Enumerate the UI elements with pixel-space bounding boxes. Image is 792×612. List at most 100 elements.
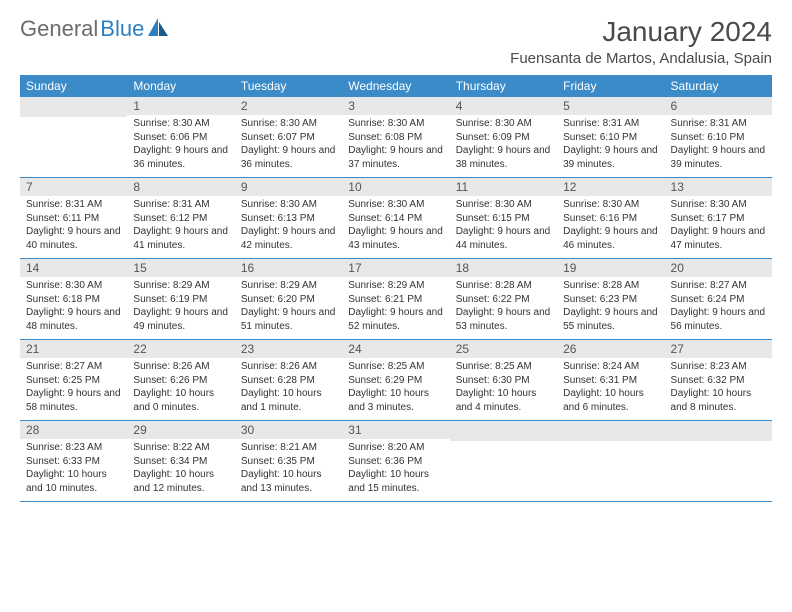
calendar-cell: 28Sunrise: 8:23 AMSunset: 6:33 PMDayligh… bbox=[20, 421, 127, 502]
calendar-cell: 18Sunrise: 8:28 AMSunset: 6:22 PMDayligh… bbox=[450, 259, 557, 340]
calendar-cell: 13Sunrise: 8:30 AMSunset: 6:17 PMDayligh… bbox=[665, 178, 772, 259]
day-content bbox=[20, 117, 127, 173]
calendar-cell: 14Sunrise: 8:30 AMSunset: 6:18 PMDayligh… bbox=[20, 259, 127, 340]
day-header: Monday bbox=[127, 75, 234, 97]
day-content: Sunrise: 8:30 AMSunset: 6:16 PMDaylight:… bbox=[557, 196, 664, 258]
day-number: 24 bbox=[342, 340, 449, 358]
day-content: Sunrise: 8:26 AMSunset: 6:26 PMDaylight:… bbox=[127, 358, 234, 420]
day-number: 31 bbox=[342, 421, 449, 439]
calendar-cell: 3Sunrise: 8:30 AMSunset: 6:08 PMDaylight… bbox=[342, 97, 449, 178]
calendar-cell: 11Sunrise: 8:30 AMSunset: 6:15 PMDayligh… bbox=[450, 178, 557, 259]
day-number: 3 bbox=[342, 97, 449, 115]
calendar-cell: 20Sunrise: 8:27 AMSunset: 6:24 PMDayligh… bbox=[665, 259, 772, 340]
day-number: 17 bbox=[342, 259, 449, 277]
day-number: 28 bbox=[20, 421, 127, 439]
day-number: 21 bbox=[20, 340, 127, 358]
day-number: 13 bbox=[665, 178, 772, 196]
calendar-week: 7Sunrise: 8:31 AMSunset: 6:11 PMDaylight… bbox=[20, 178, 772, 259]
calendar-cell: 7Sunrise: 8:31 AMSunset: 6:11 PMDaylight… bbox=[20, 178, 127, 259]
day-content: Sunrise: 8:30 AMSunset: 6:08 PMDaylight:… bbox=[342, 115, 449, 177]
calendar-cell: 17Sunrise: 8:29 AMSunset: 6:21 PMDayligh… bbox=[342, 259, 449, 340]
calendar-cell: 31Sunrise: 8:20 AMSunset: 6:36 PMDayligh… bbox=[342, 421, 449, 502]
day-number: 2 bbox=[235, 97, 342, 115]
day-content: Sunrise: 8:23 AMSunset: 6:32 PMDaylight:… bbox=[665, 358, 772, 420]
calendar-week: 14Sunrise: 8:30 AMSunset: 6:18 PMDayligh… bbox=[20, 259, 772, 340]
day-content: Sunrise: 8:28 AMSunset: 6:23 PMDaylight:… bbox=[557, 277, 664, 339]
day-number bbox=[665, 421, 772, 441]
calendar-cell: 30Sunrise: 8:21 AMSunset: 6:35 PMDayligh… bbox=[235, 421, 342, 502]
day-content: Sunrise: 8:30 AMSunset: 6:09 PMDaylight:… bbox=[450, 115, 557, 177]
calendar-cell: 29Sunrise: 8:22 AMSunset: 6:34 PMDayligh… bbox=[127, 421, 234, 502]
calendar-cell: 26Sunrise: 8:24 AMSunset: 6:31 PMDayligh… bbox=[557, 340, 664, 421]
day-content: Sunrise: 8:29 AMSunset: 6:20 PMDaylight:… bbox=[235, 277, 342, 339]
logo-sail-icon bbox=[148, 18, 170, 41]
day-number: 5 bbox=[557, 97, 664, 115]
calendar-cell: 5Sunrise: 8:31 AMSunset: 6:10 PMDaylight… bbox=[557, 97, 664, 178]
day-content: Sunrise: 8:29 AMSunset: 6:21 PMDaylight:… bbox=[342, 277, 449, 339]
day-content: Sunrise: 8:30 AMSunset: 6:14 PMDaylight:… bbox=[342, 196, 449, 258]
day-number: 22 bbox=[127, 340, 234, 358]
day-number: 20 bbox=[665, 259, 772, 277]
calendar-week: 28Sunrise: 8:23 AMSunset: 6:33 PMDayligh… bbox=[20, 421, 772, 502]
calendar-cell: 27Sunrise: 8:23 AMSunset: 6:32 PMDayligh… bbox=[665, 340, 772, 421]
day-content: Sunrise: 8:31 AMSunset: 6:10 PMDaylight:… bbox=[665, 115, 772, 177]
day-number: 18 bbox=[450, 259, 557, 277]
day-content: Sunrise: 8:31 AMSunset: 6:12 PMDaylight:… bbox=[127, 196, 234, 258]
day-number: 9 bbox=[235, 178, 342, 196]
calendar-cell: 21Sunrise: 8:27 AMSunset: 6:25 PMDayligh… bbox=[20, 340, 127, 421]
day-number: 12 bbox=[557, 178, 664, 196]
calendar-cell: 6Sunrise: 8:31 AMSunset: 6:10 PMDaylight… bbox=[665, 97, 772, 178]
day-number bbox=[557, 421, 664, 441]
day-number: 7 bbox=[20, 178, 127, 196]
calendar-cell: 23Sunrise: 8:26 AMSunset: 6:28 PMDayligh… bbox=[235, 340, 342, 421]
logo: GeneralBlue bbox=[20, 16, 170, 42]
day-number: 10 bbox=[342, 178, 449, 196]
day-header: Wednesday bbox=[342, 75, 449, 97]
day-content: Sunrise: 8:30 AMSunset: 6:17 PMDaylight:… bbox=[665, 196, 772, 258]
calendar-cell: 24Sunrise: 8:25 AMSunset: 6:29 PMDayligh… bbox=[342, 340, 449, 421]
calendar-head: SundayMondayTuesdayWednesdayThursdayFrid… bbox=[20, 75, 772, 97]
calendar-cell: 15Sunrise: 8:29 AMSunset: 6:19 PMDayligh… bbox=[127, 259, 234, 340]
day-content: Sunrise: 8:30 AMSunset: 6:07 PMDaylight:… bbox=[235, 115, 342, 177]
day-content: Sunrise: 8:30 AMSunset: 6:13 PMDaylight:… bbox=[235, 196, 342, 258]
day-content bbox=[450, 441, 557, 497]
calendar-cell: 8Sunrise: 8:31 AMSunset: 6:12 PMDaylight… bbox=[127, 178, 234, 259]
day-content: Sunrise: 8:23 AMSunset: 6:33 PMDaylight:… bbox=[20, 439, 127, 501]
day-content bbox=[665, 441, 772, 497]
day-content: Sunrise: 8:25 AMSunset: 6:30 PMDaylight:… bbox=[450, 358, 557, 420]
calendar-cell: 19Sunrise: 8:28 AMSunset: 6:23 PMDayligh… bbox=[557, 259, 664, 340]
calendar-cell: 22Sunrise: 8:26 AMSunset: 6:26 PMDayligh… bbox=[127, 340, 234, 421]
day-header: Sunday bbox=[20, 75, 127, 97]
calendar-cell: 10Sunrise: 8:30 AMSunset: 6:14 PMDayligh… bbox=[342, 178, 449, 259]
day-number: 26 bbox=[557, 340, 664, 358]
day-content: Sunrise: 8:30 AMSunset: 6:18 PMDaylight:… bbox=[20, 277, 127, 339]
calendar-cell bbox=[665, 421, 772, 502]
calendar-cell: 2Sunrise: 8:30 AMSunset: 6:07 PMDaylight… bbox=[235, 97, 342, 178]
month-title: January 2024 bbox=[510, 16, 772, 48]
day-content: Sunrise: 8:30 AMSunset: 6:15 PMDaylight:… bbox=[450, 196, 557, 258]
day-number: 16 bbox=[235, 259, 342, 277]
day-number: 6 bbox=[665, 97, 772, 115]
calendar-week: 1Sunrise: 8:30 AMSunset: 6:06 PMDaylight… bbox=[20, 97, 772, 178]
day-content: Sunrise: 8:30 AMSunset: 6:06 PMDaylight:… bbox=[127, 115, 234, 177]
day-content: Sunrise: 8:27 AMSunset: 6:24 PMDaylight:… bbox=[665, 277, 772, 339]
day-header: Thursday bbox=[450, 75, 557, 97]
day-content: Sunrise: 8:20 AMSunset: 6:36 PMDaylight:… bbox=[342, 439, 449, 501]
day-content bbox=[557, 441, 664, 497]
day-number: 15 bbox=[127, 259, 234, 277]
day-content: Sunrise: 8:28 AMSunset: 6:22 PMDaylight:… bbox=[450, 277, 557, 339]
day-content: Sunrise: 8:29 AMSunset: 6:19 PMDaylight:… bbox=[127, 277, 234, 339]
calendar-table: SundayMondayTuesdayWednesdayThursdayFrid… bbox=[20, 75, 772, 502]
calendar-week: 21Sunrise: 8:27 AMSunset: 6:25 PMDayligh… bbox=[20, 340, 772, 421]
location: Fuensanta de Martos, Andalusia, Spain bbox=[510, 50, 772, 67]
day-number: 30 bbox=[235, 421, 342, 439]
day-number: 25 bbox=[450, 340, 557, 358]
day-number: 23 bbox=[235, 340, 342, 358]
day-number: 4 bbox=[450, 97, 557, 115]
day-content: Sunrise: 8:24 AMSunset: 6:31 PMDaylight:… bbox=[557, 358, 664, 420]
day-content: Sunrise: 8:21 AMSunset: 6:35 PMDaylight:… bbox=[235, 439, 342, 501]
calendar-cell bbox=[20, 97, 127, 178]
calendar-cell bbox=[557, 421, 664, 502]
day-content: Sunrise: 8:31 AMSunset: 6:10 PMDaylight:… bbox=[557, 115, 664, 177]
calendar-cell: 9Sunrise: 8:30 AMSunset: 6:13 PMDaylight… bbox=[235, 178, 342, 259]
